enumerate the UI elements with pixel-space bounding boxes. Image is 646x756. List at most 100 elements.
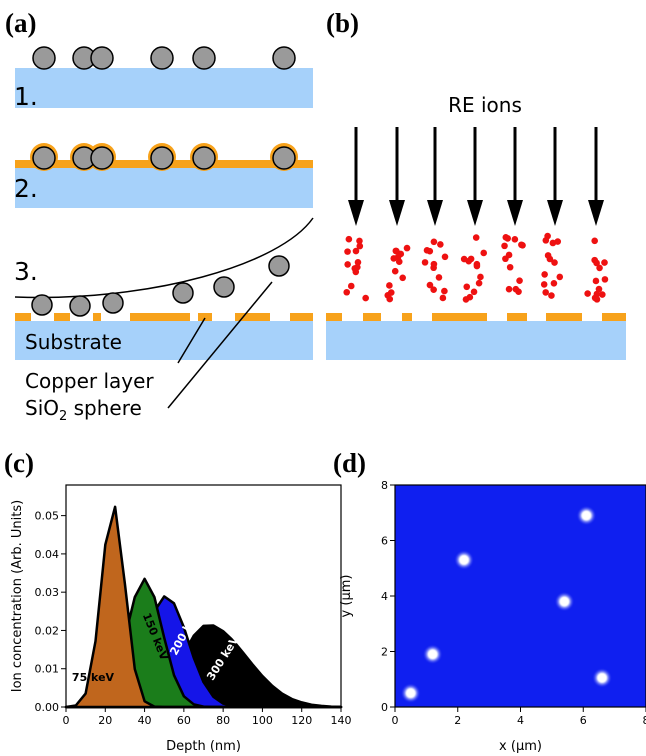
x-tick-label: 8 — [643, 714, 646, 727]
ion — [427, 282, 434, 289]
y-tick-label: 0.01 — [35, 663, 60, 676]
ion — [591, 238, 598, 245]
ion — [354, 264, 361, 271]
ion — [556, 274, 563, 281]
spot-core — [460, 556, 468, 564]
ion — [542, 289, 549, 296]
substrate-label: Substrate — [25, 330, 122, 354]
x-tick-label: 80 — [216, 714, 230, 727]
ion — [506, 252, 513, 259]
ion — [501, 243, 508, 250]
y-tick-label: 0.05 — [35, 510, 60, 523]
x-tick-label: 0 — [63, 714, 70, 727]
x-tick-label: 2 — [454, 714, 461, 727]
ion — [596, 286, 603, 293]
spot-core — [598, 674, 606, 682]
ion — [548, 292, 555, 299]
ion — [584, 290, 591, 297]
step-3: 3. Substrate Copper layer SiO2 sphere — [14, 218, 313, 424]
ion — [344, 248, 351, 255]
ion — [596, 265, 603, 272]
ion — [463, 283, 470, 290]
ion — [442, 253, 449, 260]
spot-core — [582, 512, 590, 520]
y-tick-label: 0.03 — [35, 586, 60, 599]
ion — [427, 248, 434, 255]
y-tick-label: 2 — [381, 646, 388, 659]
ion — [471, 289, 478, 296]
y-axis-label: Ion concentration (Arb. Units) — [10, 500, 25, 692]
sphere-label: SiO2 sphere — [25, 396, 142, 424]
ion — [344, 261, 351, 268]
arrow-head — [348, 200, 364, 226]
ion — [390, 255, 397, 262]
subscript: 2 — [59, 409, 67, 424]
ion — [463, 296, 470, 303]
x-axis-label: Depth (nm) — [166, 739, 241, 754]
y-axis-label: y (μm) — [339, 575, 354, 618]
x-tick-label: 140 — [331, 714, 352, 727]
arrow-head — [547, 200, 563, 226]
text: sphere — [67, 396, 142, 420]
ion — [550, 240, 557, 247]
arrow-head — [467, 200, 483, 226]
step-number: 3. — [14, 257, 38, 286]
panel-label: (b) — [326, 8, 359, 38]
ion — [392, 268, 399, 275]
ion — [441, 288, 448, 295]
ion — [476, 280, 483, 287]
ion — [437, 241, 444, 248]
ion — [440, 295, 447, 302]
spot-core — [560, 598, 568, 606]
ion — [396, 258, 403, 265]
ion — [399, 274, 406, 281]
ion — [422, 259, 429, 266]
step-number: 2. — [14, 174, 38, 203]
x-tick-label: 4 — [517, 714, 524, 727]
ion — [541, 271, 548, 278]
ion — [502, 234, 509, 241]
ion — [480, 250, 487, 257]
ion — [477, 274, 484, 281]
ion — [386, 282, 393, 289]
ion — [545, 252, 552, 259]
x-axis-label: x (μm) — [499, 739, 542, 754]
arrow-head — [507, 200, 523, 226]
ion — [543, 237, 550, 244]
panel-label: (c) — [4, 448, 34, 478]
panel-label: (d) — [333, 448, 366, 478]
ion — [461, 256, 468, 263]
ion — [551, 280, 558, 287]
copper-label: Copper layer — [25, 369, 154, 393]
panel-label: (a) — [5, 8, 36, 38]
ion — [513, 286, 520, 293]
ion — [541, 281, 548, 288]
x-tick-label: 40 — [138, 714, 152, 727]
spot-core — [407, 689, 415, 697]
arrow-head — [588, 200, 604, 226]
y-tick-label: 6 — [381, 535, 388, 548]
x-tick-label: 120 — [291, 714, 312, 727]
spot-core — [429, 650, 437, 658]
ion — [602, 276, 609, 283]
step-2: 2. — [14, 143, 313, 208]
x-tick-label: 100 — [252, 714, 273, 727]
ion — [594, 296, 601, 303]
y-tick-label: 0.04 — [35, 548, 60, 561]
ion — [343, 289, 350, 296]
ion — [436, 274, 443, 281]
ion — [362, 295, 369, 302]
x-tick-label: 6 — [580, 714, 587, 727]
ion — [404, 245, 411, 252]
series-label: 75 keV — [72, 671, 115, 684]
ion — [601, 259, 608, 266]
step-1: 1. — [14, 47, 313, 111]
ion — [593, 278, 600, 285]
ion — [348, 283, 355, 290]
ions-label: RE ions — [448, 93, 522, 117]
ion — [473, 234, 480, 241]
x-tick-label: 60 — [177, 714, 191, 727]
step-number: 1. — [14, 82, 38, 111]
x-tick-label: 20 — [98, 714, 112, 727]
ion — [356, 243, 363, 250]
